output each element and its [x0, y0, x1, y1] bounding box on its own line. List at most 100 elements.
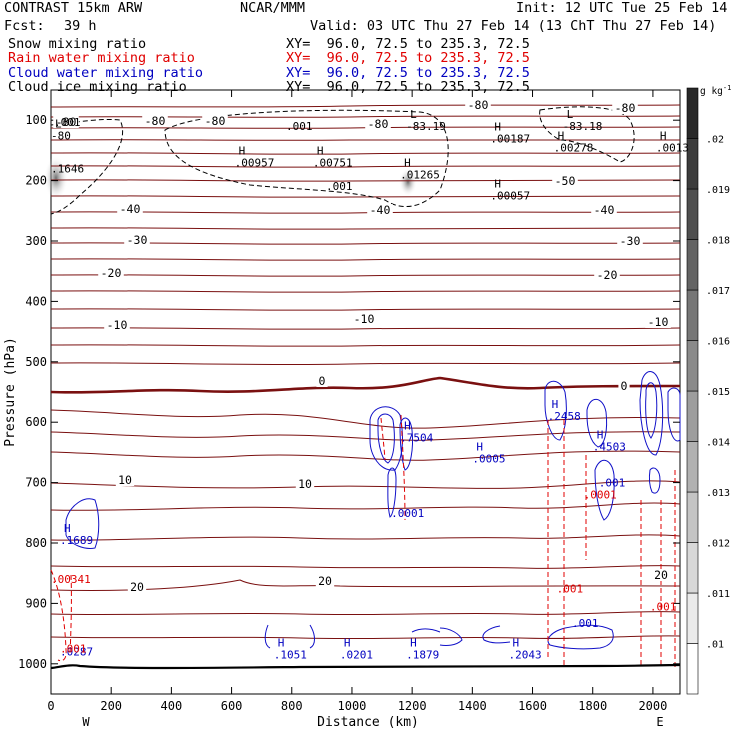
field-name-snow: Snow mixing ratio — [8, 36, 147, 52]
extremum-value: .2458 — [548, 410, 581, 423]
extremum-value: .0201 — [340, 649, 373, 662]
x-axis: 0 200 400 600 800 1000 1200 1400 1600 1800 2000 — [47, 90, 667, 713]
isotherm-label-bg — [618, 380, 630, 392]
x-tick-label: 800 — [281, 699, 303, 713]
isotherm-label: -80 — [368, 117, 389, 131]
colorbar: .01 .011 .012 .013 .014 .015 .016 .017 .018 .019.… — [686, 87, 730, 695]
contour-value-labels: .001 .001 .001 .001 — [54, 116, 599, 630]
isotherm-label: 0 — [319, 374, 326, 388]
colorbar-tick-label: .016 — [706, 337, 730, 348]
colorbar-tick-label: .015 — [706, 387, 730, 398]
init-time: Init: 12 UTC Tue 25 Feb 14 — [516, 0, 728, 16]
extremum-value: .1646 — [51, 163, 84, 176]
extremum-value: .2043 — [508, 649, 541, 662]
extremum-letter: H — [239, 144, 246, 157]
x-tick-label: 400 — [161, 699, 183, 713]
fcst-value: 39 h — [64, 18, 97, 34]
isotherm-label-bg — [465, 99, 491, 111]
extremum-value: .1051 — [274, 649, 307, 662]
ice-contour-label: .001 — [326, 180, 353, 193]
x-tick-label: 1400 — [458, 699, 487, 713]
extremum-value: .00278 — [554, 141, 594, 154]
colorbar-swatch — [686, 643, 699, 695]
isotherm-label: 10 — [118, 473, 132, 487]
colorbar-swatch — [686, 289, 699, 341]
colorbar-swatch — [686, 491, 699, 543]
east-label: E — [656, 715, 663, 729]
field-xy-cloud-water: XY= 96.0, 72.5 to 235.3, 72.5 — [286, 65, 530, 81]
ice-contours — [50, 106, 635, 215]
extremum-letter: H — [494, 178, 501, 191]
isotherm-label: -20 — [101, 266, 122, 280]
extremum-value: .00957 — [235, 156, 275, 169]
field-name-rain: Rain water mixing ratio — [8, 50, 195, 66]
extremum-value: .00341 — [51, 573, 91, 586]
isotherm-label: 20 — [318, 574, 332, 588]
extremum-letter: H — [552, 398, 559, 411]
isotherm-label-bg — [612, 102, 638, 114]
colorbar-swatch — [686, 542, 699, 594]
extremum-letter: H — [278, 637, 285, 650]
extremum-value: .001 — [557, 582, 584, 595]
isotherm-label-bg — [351, 313, 377, 325]
colorbar-swatch — [686, 441, 699, 493]
extremum-value: .00187 — [490, 132, 530, 145]
extremum-value: .0287 — [60, 646, 93, 659]
cloud-ice-shading-center — [399, 168, 417, 196]
colorbar-tick-label: .011 — [706, 589, 730, 600]
extremum-value: .00057 — [490, 190, 530, 203]
isotherm-label-bg — [591, 204, 617, 216]
extremum-value: .00751 — [313, 156, 353, 169]
isotherm-label-bg — [142, 115, 168, 127]
y-tick-label: 100 — [25, 113, 47, 127]
fcst-label: Fcst: — [4, 18, 45, 34]
y-tick-label: 600 — [25, 415, 47, 429]
isotherm-label-bg — [104, 319, 130, 331]
extremum-letter: H — [558, 129, 565, 142]
x-tick-label: 1200 — [398, 699, 427, 713]
isotherm-label-bg — [124, 234, 150, 246]
y-tick-label: 900 — [25, 596, 47, 610]
colorbar-swatch — [686, 239, 699, 291]
extremum-value: .1879 — [406, 649, 439, 662]
isotherm-label: 20 — [654, 568, 668, 582]
extremum-letter: L — [567, 108, 574, 121]
isotherm-label-bg — [365, 118, 391, 130]
extremum-value: -83.19 — [406, 120, 446, 133]
y-tick-label: 300 — [25, 234, 47, 248]
extremum-value: -80 — [51, 129, 71, 142]
isotherm-lines — [50, 104, 681, 640]
isotherm-label-bg — [127, 581, 147, 593]
isotherm-label: -10 — [107, 318, 128, 332]
isotherm-label-bg — [315, 575, 335, 587]
extremum-value: .001 — [60, 643, 87, 656]
isotherm-label: -80 — [145, 114, 166, 128]
x-tick-label: 0 — [47, 699, 54, 713]
isotherm-label: 20 — [130, 580, 144, 594]
x-tick-label: 2000 — [638, 699, 667, 713]
extremum-value: .7504 — [400, 431, 433, 444]
extremum-letter: H — [494, 120, 501, 133]
colorbar-swatch — [686, 340, 699, 392]
isotherm-label-bg — [115, 474, 135, 486]
colorbar-swatch — [686, 188, 699, 240]
colorbar-swatch — [686, 390, 699, 442]
ground-surface — [50, 663, 681, 670]
isotherm-label-bg — [367, 204, 393, 216]
rain-water-contours — [50, 414, 676, 668]
isotherm-label: -80 — [56, 115, 77, 129]
isotherm-label-bg — [651, 569, 671, 581]
extremum-value: .1689 — [60, 534, 93, 547]
x-tick-label: 1600 — [518, 699, 547, 713]
colorbar-swatch — [686, 592, 699, 644]
isotherm-label: -30 — [127, 233, 148, 247]
y-tick-label: 800 — [25, 536, 47, 550]
isotherm-label: -80 — [615, 101, 636, 115]
cloud-ice-shading-west — [44, 156, 68, 200]
colorbar-swatch — [686, 87, 699, 139]
colorbar-tick-label: .02 — [706, 135, 724, 146]
colorbar-unit-label: g kg-1 — [700, 84, 731, 97]
extremum-value: .4503 — [593, 440, 626, 453]
isotherm-label: -10 — [354, 312, 375, 326]
